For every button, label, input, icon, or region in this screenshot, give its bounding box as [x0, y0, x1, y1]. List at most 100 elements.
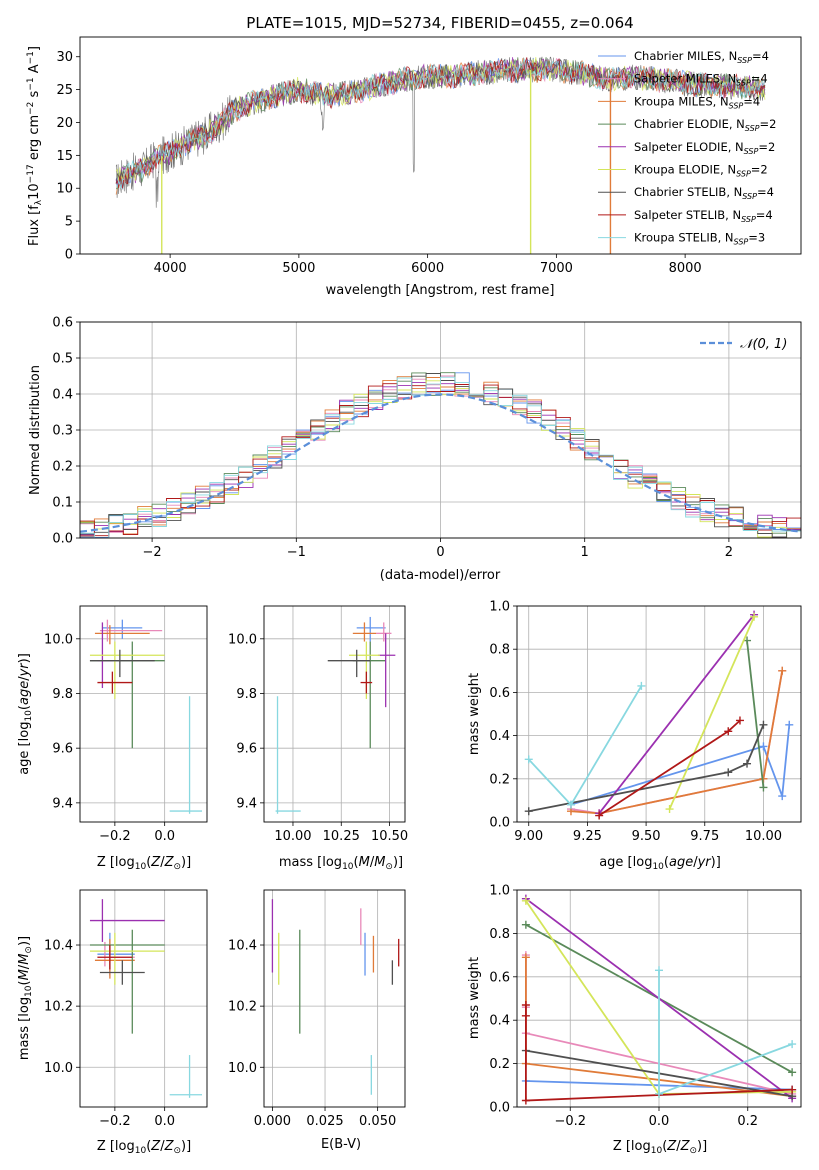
residuals-frame [79, 321, 802, 539]
normal-distribution-curve [80, 393, 801, 533]
weight-point-marker [759, 783, 768, 792]
age-vs-Z-frame [79, 605, 208, 823]
mass-vs-ebv-plot: 0.000 0.025 0.050 10.0 10.2 10.4 [228, 889, 406, 1129]
age-vs-mass-xlabel: mass [log10(M/M⊙)] [279, 855, 403, 872]
weight-point-marker [778, 666, 787, 675]
weight-point-marker [521, 896, 530, 905]
spectrum-frame [79, 36, 802, 255]
weight-point-marker [637, 681, 646, 690]
weight-point-marker [735, 716, 744, 725]
spectrum-xtick-label: 5000 [282, 261, 315, 276]
residuals-xlabel: (data-model)/error [380, 568, 501, 583]
weight-vs-age-ytick-label: 1.0 [489, 600, 510, 615]
legend-entry: Salpeter ELODIE, NSSP=2 [634, 140, 775, 156]
age-vs-mass-xtick-label: 10.25 [323, 829, 360, 844]
legend-entry: Kroupa ELODIE, NSSP=2 [634, 163, 768, 179]
weight-point-marker [759, 720, 768, 729]
spectrum-ytick-label: 0 [65, 248, 73, 263]
age-vs-mass-ytick-label: 9.4 [236, 796, 257, 811]
weight-vs-age-ytick-label: 0.4 [489, 729, 510, 744]
weight-point-marker [759, 742, 768, 751]
legend-entry: Chabrier ELODIE, NSSP=2 [634, 117, 776, 133]
age-vs-Z-ytick-label: 10.0 [44, 632, 73, 647]
age-vs-mass-ytick-label: 10.0 [228, 632, 257, 647]
mass-vs-Z-xtick-label: −0.2 [99, 1114, 131, 1129]
mass-vs-Z-ytick-label: 10.2 [44, 1000, 73, 1015]
age-vs-Z-marks [89, 619, 203, 814]
weight-point-marker [665, 805, 674, 814]
spectrum-legend: Chabrier MILES, NSSP=4 Salpeter MILES, NS… [598, 49, 776, 247]
weight-vs-age-xtick-label: 10.00 [745, 829, 782, 844]
weight-point-marker [655, 1089, 663, 1098]
residuals-ytick-label: 0.1 [52, 496, 73, 511]
weight-line-salpeter-elodie [598, 614, 755, 814]
weight-vs-Z-xtick-label: 0.0 [649, 1114, 670, 1129]
legend-entry: Chabrier STELIB, NSSP=4 [634, 185, 774, 201]
residuals-xtick-label: −1 [287, 545, 306, 560]
weight-point-marker [521, 1096, 530, 1105]
weight-vs-age-xtick-label: 9.75 [690, 829, 719, 844]
model-spectrum-kroupa-stelib [115, 58, 766, 190]
residuals-ytick-label: 0.4 [52, 388, 73, 403]
mass-vs-z-ylabel: mass [log10(M/M⊙)] [17, 936, 34, 1060]
age-vs-mass-ytick-label: 9.8 [236, 687, 257, 702]
mass-vs-Z-marks [89, 899, 203, 1098]
mass-vs-ebv-xtick-label: 0.000 [254, 1114, 291, 1129]
weight-point-marker [521, 920, 530, 929]
weight-vs-age-xtick-label: 9.50 [632, 829, 661, 844]
residual-hist-salpeter-stelib [80, 383, 801, 537]
spectrum-ytick-label: 20 [56, 116, 73, 131]
spectrum-ytick-label: 30 [56, 50, 73, 65]
legend-entry: Kroupa STELIB, NSSP=3 [634, 231, 765, 247]
age-vs-mass-frame [263, 605, 406, 823]
mass-vs-Z-ytick-label: 10.0 [44, 1061, 73, 1076]
legend-entry: Kroupa MILES, NSSP=4 [634, 94, 760, 110]
spectrum-xtick-label: 4000 [154, 261, 187, 276]
spectrum-title: PLATE=1015, MJD=52734, FIBERID=0455, z=0… [246, 14, 633, 32]
weight-point-marker [785, 720, 794, 729]
age-vs-Z-ytick-label: 9.6 [52, 742, 73, 757]
residuals-ylabel: Normed distribution [28, 365, 43, 495]
spectrum-xlabel: wavelength [Angstrom, rest frame] [326, 283, 555, 298]
model-spectrum-chabrier-stelib [115, 58, 766, 184]
weight-vs-Z-marks [521, 894, 797, 1105]
weight-point-marker [788, 1085, 797, 1094]
weight-vs-Z-ytick-label: 0.8 [489, 927, 510, 942]
mass-vs-Z-frame [79, 889, 208, 1108]
residuals-ytick-label: 0.3 [52, 424, 73, 439]
weight-point-marker [524, 755, 533, 764]
model-spectrum-salpeter-stelib [115, 57, 766, 189]
age-vs-z-ylabel: age [log10(age/yr)] [17, 653, 34, 775]
weight-vs-age-ylabel: mass weight [467, 673, 482, 755]
weight-vs-z-ylabel: mass weight [467, 957, 482, 1039]
weight-point-marker [566, 800, 575, 809]
residuals-legend: 𝒩(0, 1) [700, 337, 787, 352]
weight-point-marker [788, 1040, 797, 1049]
spectrum-xtick-label: 7000 [540, 261, 573, 276]
weight-vs-z-xlabel: Z [log10(Z/Z⊙)] [613, 1139, 707, 1156]
residual-hist-kroupa-elodie [80, 380, 801, 538]
weight-point-marker [724, 768, 733, 777]
age-vs-Z-ytick-label: 9.8 [52, 687, 73, 702]
weight-vs-Z-xtick-label: 0.2 [737, 1114, 758, 1129]
age-vs-mass-marks [275, 616, 396, 814]
weight-vs-Z-frame [516, 889, 802, 1108]
weight-vs-Z-ytick-label: 1.0 [489, 884, 510, 899]
weight-vs-age-ytick-label: 0.0 [489, 816, 510, 831]
weight-vs-Z-ytick-label: 0.0 [489, 1101, 510, 1116]
age-vs-Z-xtick-label: −0.2 [99, 829, 131, 844]
spectrum-plot: 4000 5000 6000 7000 8000 0 5 10 15 20 25 30 [56, 36, 802, 276]
weight-point-marker [750, 612, 759, 621]
spectrum-ylabel: Flux [fλ10−17 erg cm−2 s−1 A−1] [26, 46, 44, 246]
age-vs-mass-xtick-label: 10.00 [274, 829, 311, 844]
weight-vs-Z-ytick-label: 0.6 [489, 970, 510, 985]
mass-vs-ebv-ytick-label: 10.0 [228, 1061, 257, 1076]
spectrum-xtick-label: 8000 [669, 261, 702, 276]
mass-vs-ebv-marks [271, 899, 400, 1095]
weight-vs-age-plot: 9.00 9.25 9.50 9.75 10.00 0.0 0.2 0.4 0.6 0.8 1.0 [489, 600, 802, 844]
residuals-lines [80, 372, 801, 538]
weight-vs-age-xlabel: age [log10(age/yr)] [599, 855, 721, 872]
weight-vs-age-ytick-label: 0.8 [489, 643, 510, 658]
mass-vs-ebv-frame [263, 889, 406, 1108]
age-vs-z-plot: −0.2 0.0 9.4 9.6 9.8 10.0 [44, 605, 208, 844]
